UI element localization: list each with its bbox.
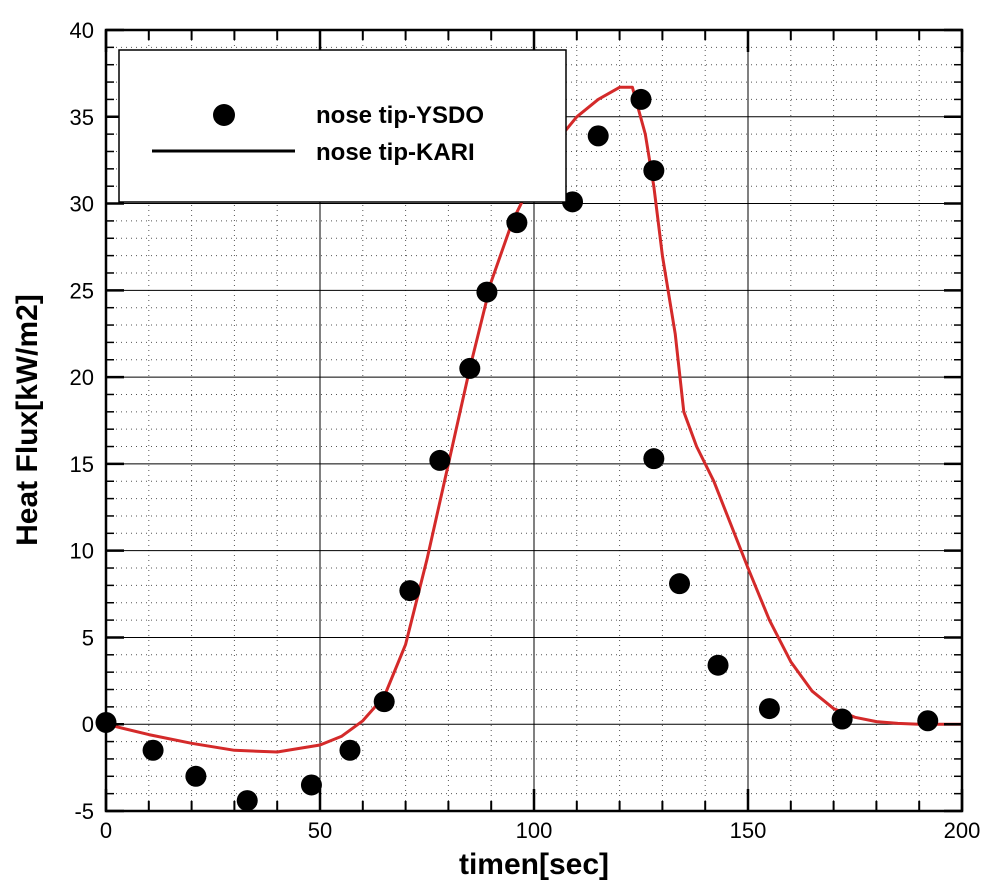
x-tick-label: 0 — [100, 818, 112, 843]
ysdo-point — [707, 654, 729, 676]
y-axis-title: Heat Flux[kW/m2] — [11, 294, 44, 546]
ysdo-point — [630, 88, 652, 110]
y-tick-label: 0 — [82, 712, 94, 737]
y-tick-label: 30 — [70, 192, 94, 217]
x-axis-title: timen[sec] — [459, 848, 609, 881]
ysdo-point — [643, 160, 665, 182]
y-tick-label: 5 — [82, 625, 94, 650]
legend-box — [118, 49, 567, 203]
ysdo-point — [476, 281, 498, 303]
axis-ticks — [104, 28, 964, 813]
ysdo-point — [300, 774, 322, 796]
ysdo-point — [562, 191, 584, 213]
ysdo-point — [643, 448, 665, 470]
ysdo-point — [831, 708, 853, 730]
ysdo-point — [142, 739, 164, 761]
y-tick-label: 25 — [70, 278, 94, 303]
ysdo-point — [506, 212, 528, 234]
ysdo-point — [587, 125, 609, 147]
x-tick-label: 150 — [730, 818, 767, 843]
x-tick-label: 200 — [944, 818, 981, 843]
ysdo-point — [917, 710, 939, 732]
ysdo-point — [429, 449, 451, 471]
x-tick-label: 50 — [308, 818, 332, 843]
ysdo-point — [459, 357, 481, 379]
y-tick-label: 40 — [70, 18, 94, 43]
ysdo-point — [669, 573, 691, 595]
ysdo-point — [373, 691, 395, 713]
y-tick-label: 15 — [70, 452, 94, 477]
legend-label-ysdo: nose tip-YSDO — [316, 102, 484, 129]
legend-marker-ysdo — [213, 104, 235, 126]
y-tick-label: 35 — [70, 105, 94, 130]
ysdo-point — [236, 790, 258, 812]
y-tick-label: 10 — [70, 539, 94, 564]
ysdo-point — [399, 580, 421, 602]
ysdo-scatter-series — [95, 88, 939, 812]
x-tick-label: 100 — [516, 818, 553, 843]
y-tick-label: 20 — [70, 365, 94, 390]
ysdo-point — [339, 739, 361, 761]
kari-line-series — [105, 85, 962, 754]
legend-label-kari: nose tip-KARI — [316, 139, 475, 166]
ysdo-point — [185, 765, 207, 787]
y-tick-label: -5 — [74, 799, 94, 824]
kari-line — [105, 85, 962, 754]
legend: nose tip-YSDO nose tip-KARI — [118, 49, 567, 203]
ysdo-point — [758, 698, 780, 720]
